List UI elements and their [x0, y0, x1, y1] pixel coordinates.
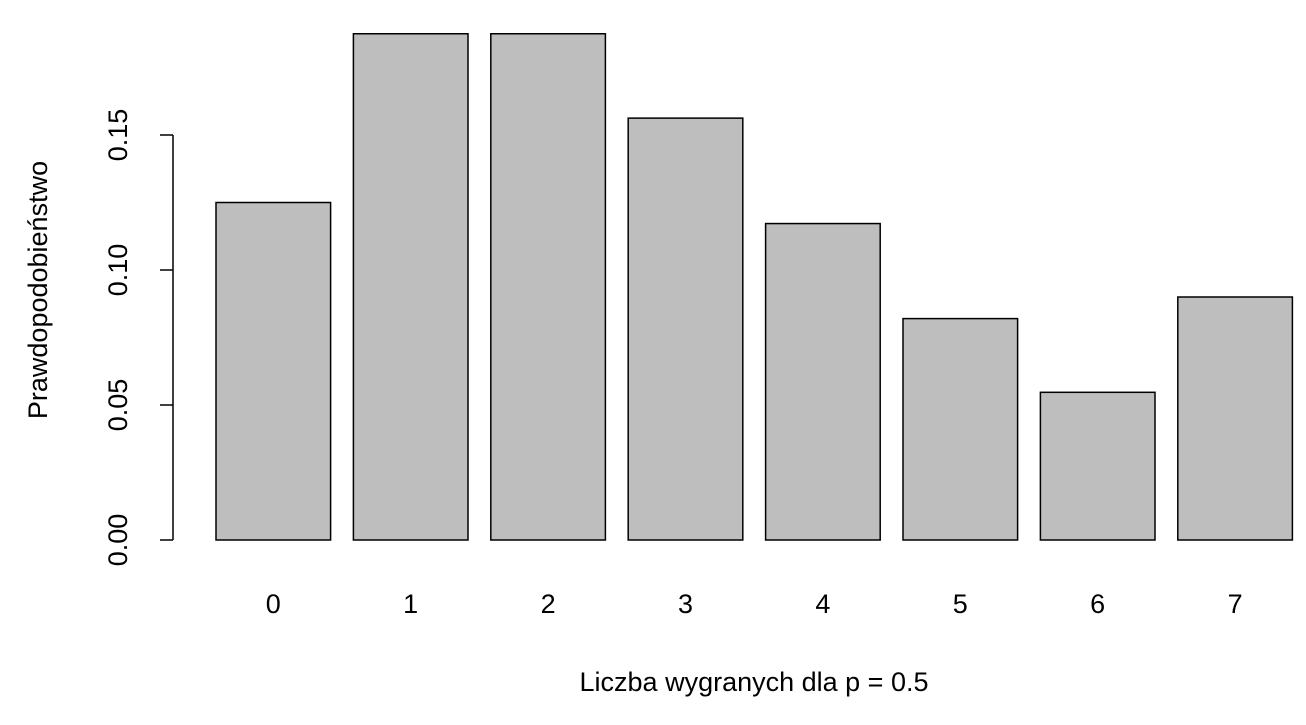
- bar: [764, 222, 881, 541]
- bar: [352, 33, 469, 541]
- bar: [627, 117, 744, 541]
- bar: [1177, 296, 1294, 541]
- x-axis-label: Liczba wygranych dla p = 0.5: [580, 667, 929, 697]
- y-axis-label: Prawdopodobieństwo: [23, 161, 53, 419]
- x-tick-label: 2: [541, 589, 556, 619]
- bar: [1039, 391, 1156, 541]
- bar: [902, 317, 1019, 541]
- x-tick-label: 6: [1090, 589, 1105, 619]
- y-tick-label: 0.15: [103, 109, 133, 162]
- x-tick-label: 5: [953, 589, 968, 619]
- x-tick-label: 4: [815, 589, 830, 619]
- bar: [490, 33, 607, 541]
- x-tick-label: 1: [403, 589, 418, 619]
- y-tick-label: 0.05: [103, 379, 133, 432]
- x-tick-label: 7: [1228, 589, 1243, 619]
- y-tick-label: 0.10: [103, 244, 133, 297]
- bar: [215, 201, 332, 541]
- y-tick-label: 0.00: [103, 514, 133, 567]
- x-tick-label: 3: [678, 589, 693, 619]
- x-tick-label: 0: [266, 589, 281, 619]
